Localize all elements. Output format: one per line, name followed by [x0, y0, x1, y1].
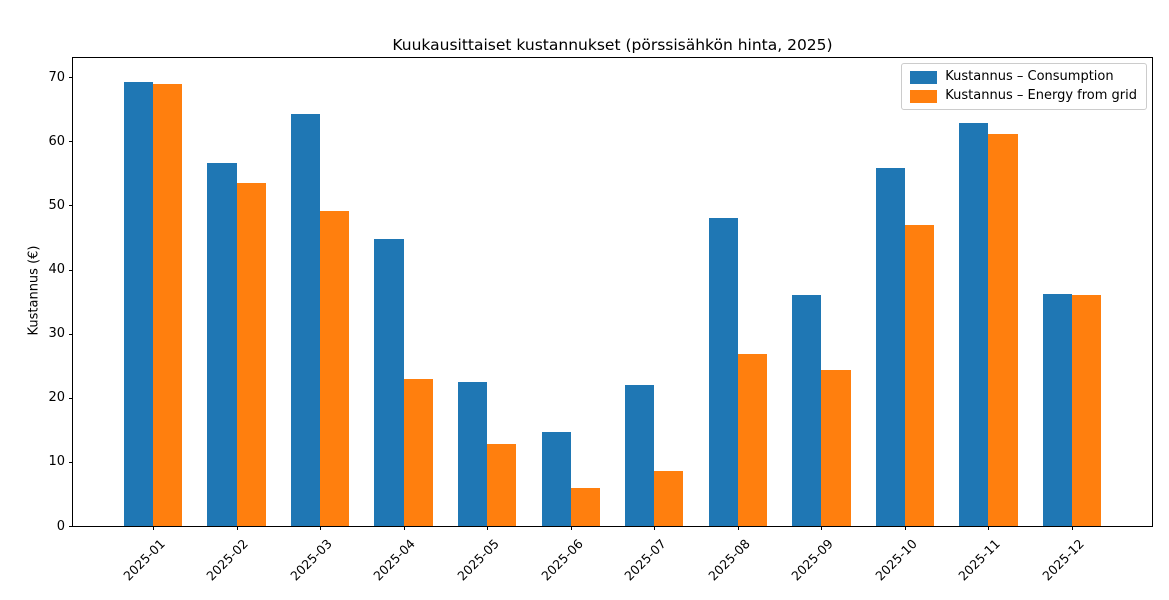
- x-tick-label: 2025-12: [1038, 536, 1087, 584]
- y-tick-label: 40: [48, 262, 65, 278]
- x-tick-mark: [988, 526, 990, 530]
- bar-2025-07-series1: [654, 470, 684, 526]
- y-tick-label: 70: [48, 69, 65, 85]
- bar-2025-04-series1: [403, 378, 433, 526]
- bar-2025-10-series0: [875, 167, 905, 526]
- legend-label-energy-from-grid: Kustannus – Energy from grid: [945, 88, 1137, 103]
- y-tick-mark: [69, 77, 73, 79]
- chart-title: Kuukausittaiset kustannukset (pörssisähk…: [392, 36, 833, 54]
- legend-swatch-energy-from-grid-icon: [910, 89, 938, 103]
- y-tick-mark: [69, 461, 73, 463]
- x-tick-label: 2025-09: [788, 536, 836, 584]
- bar-2025-06-series1: [570, 487, 600, 526]
- bar-2025-06-series0: [541, 431, 571, 526]
- bar-2025-02-series1: [236, 183, 266, 526]
- y-tick-mark: [69, 397, 73, 399]
- x-tick-label: 2025-04: [370, 536, 419, 584]
- bar-2025-01-series1: [153, 84, 183, 526]
- bar-2025-08-series1: [737, 353, 767, 526]
- bar-2025-08-series0: [708, 218, 738, 526]
- legend-label-consumption: Kustannus – Consumption: [945, 69, 1114, 84]
- x-tick-mark: [1071, 526, 1073, 530]
- bar-2025-07-series0: [625, 384, 655, 526]
- x-tick-label: 2025-05: [454, 536, 502, 584]
- x-tick-label: 2025-01: [120, 536, 168, 584]
- x-tick-mark: [487, 526, 489, 530]
- y-tick-mark: [69, 269, 73, 271]
- x-tick-mark: [320, 526, 322, 530]
- y-tick-label: 20: [48, 390, 65, 406]
- y-tick-label: 60: [48, 133, 65, 149]
- x-tick-mark: [153, 526, 155, 530]
- bar-2025-10-series1: [904, 224, 935, 526]
- bar-2025-05-series0: [457, 381, 488, 526]
- x-tick-label: 2025-02: [203, 536, 252, 584]
- legend: Kustannus – Consumption Kustannus – Ener…: [901, 63, 1147, 110]
- bar-2025-02-series0: [207, 163, 237, 526]
- y-tick-mark: [69, 526, 73, 527]
- y-tick-label: 30: [48, 326, 65, 342]
- bar-2025-09-series0: [792, 295, 822, 526]
- bar-2025-03-series0: [290, 114, 321, 526]
- bar-2025-12-series0: [1042, 293, 1072, 526]
- x-tick-label: 2025-06: [537, 536, 586, 584]
- x-tick-label: 2025-07: [621, 536, 669, 584]
- bar-2025-12-series1: [1071, 295, 1102, 526]
- plot-area: [72, 57, 1153, 527]
- y-tick-mark: [69, 333, 73, 335]
- legend-item-consumption: Kustannus – Consumption: [910, 69, 1137, 85]
- x-tick-label: 2025-10: [871, 536, 920, 584]
- x-tick-mark: [904, 526, 906, 530]
- x-tick-mark: [821, 526, 823, 530]
- bar-2025-03-series1: [320, 210, 350, 526]
- legend-item-energy-from-grid: Kustannus – Energy from grid: [910, 88, 1137, 104]
- bar-2025-11-series1: [988, 133, 1018, 526]
- bar-2025-05-series1: [487, 443, 517, 526]
- x-tick-mark: [236, 526, 238, 530]
- y-tick-label: 0: [56, 518, 65, 534]
- x-tick-mark: [403, 526, 405, 530]
- x-tick-label: 2025-11: [955, 536, 1003, 584]
- bar-2025-11-series0: [959, 123, 989, 526]
- legend-swatch-consumption-icon: [910, 70, 938, 84]
- x-tick-mark: [737, 526, 739, 530]
- x-tick-label: 2025-03: [287, 536, 335, 584]
- y-tick-label: 50: [48, 197, 65, 213]
- bar-2025-09-series1: [821, 370, 851, 526]
- x-tick-mark: [654, 526, 656, 530]
- bar-2025-04-series0: [374, 238, 404, 526]
- x-tick-mark: [570, 526, 572, 530]
- y-tick-label: 10: [48, 454, 65, 470]
- y-tick-mark: [69, 141, 73, 143]
- y-axis-label: Kustannus (€): [26, 245, 42, 336]
- bars-layer: [73, 58, 1152, 526]
- y-tick-mark: [69, 205, 73, 207]
- bar-2025-01-series0: [123, 81, 154, 526]
- x-tick-label: 2025-08: [704, 536, 753, 584]
